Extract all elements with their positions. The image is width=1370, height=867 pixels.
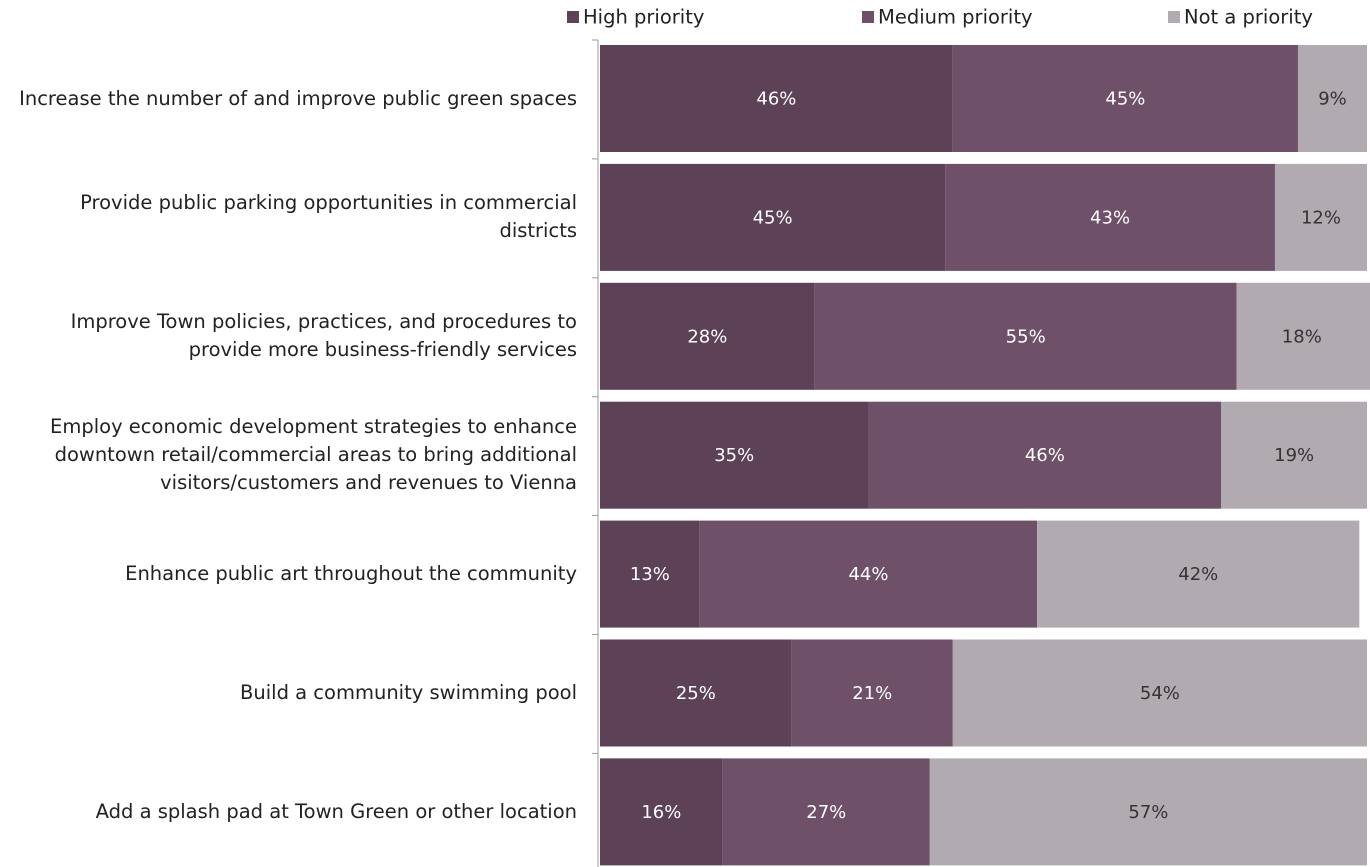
bar-segment: [1221, 401, 1367, 509]
bar-segment: [722, 758, 930, 866]
category-label: Increase the number of and improve publi…: [19, 86, 577, 110]
value-label: 46%: [1025, 445, 1065, 466]
category-label: Improve Town policies, practices, and pr…: [70, 310, 577, 362]
category-label: Add a splash pad at Town Green or other …: [95, 799, 577, 823]
bar-segment: [929, 758, 1367, 866]
value-label: 55%: [1006, 326, 1046, 347]
value-label: 35%: [714, 445, 754, 466]
value-label: 54%: [1140, 683, 1180, 704]
category-label: Build a community swimming pool: [240, 681, 577, 704]
value-label: 19%: [1274, 445, 1314, 466]
value-label: 46%: [756, 89, 796, 110]
legend-label: High priority: [583, 6, 704, 29]
legend-swatch: [1168, 11, 1180, 23]
bar-segment: [600, 758, 723, 866]
value-label: 13%: [630, 564, 670, 585]
bar-segment: [814, 282, 1237, 390]
category-label: Provide public parking opportunities in …: [80, 191, 577, 243]
bar-segment: [600, 45, 953, 152]
legend-label: Not a priority: [1184, 6, 1313, 29]
bar-segment: [600, 520, 700, 628]
value-label: 42%: [1178, 564, 1218, 585]
bar-segment: [600, 639, 792, 747]
legend-swatch: [862, 11, 874, 23]
value-label: 25%: [676, 683, 716, 704]
bar-segment: [699, 520, 1038, 628]
bar-segment: [952, 639, 1367, 747]
bar-segment: [600, 163, 946, 271]
bar-segment: [791, 639, 953, 747]
legend-label: Medium priority: [878, 6, 1033, 29]
legend-swatch: [567, 11, 579, 23]
value-label: 43%: [1090, 207, 1130, 228]
bar-segment: [952, 45, 1298, 152]
bar-segment: [600, 401, 869, 509]
bar-segment: [600, 282, 815, 390]
value-label: 57%: [1128, 802, 1168, 823]
value-label: 21%: [852, 683, 892, 704]
value-label: 16%: [641, 802, 681, 823]
bar-segment: [945, 163, 1275, 271]
value-label: 44%: [848, 564, 888, 585]
value-label: 28%: [687, 326, 727, 347]
bar-segment: [1236, 282, 1370, 390]
bar-segment: [868, 401, 1222, 509]
bar-segment: [1297, 45, 1367, 152]
category-label: Employ economic development strategies t…: [50, 415, 577, 495]
value-label: 18%: [1282, 326, 1322, 347]
bar-segment: [1037, 520, 1360, 628]
value-label: 9%: [1318, 89, 1347, 110]
bar-segment: [1274, 163, 1367, 271]
value-label: 45%: [753, 207, 793, 228]
value-label: 45%: [1105, 89, 1145, 110]
value-label: 27%: [806, 802, 846, 823]
value-label: 12%: [1301, 207, 1341, 228]
category-label: Enhance public art throughout the commun…: [125, 562, 577, 586]
